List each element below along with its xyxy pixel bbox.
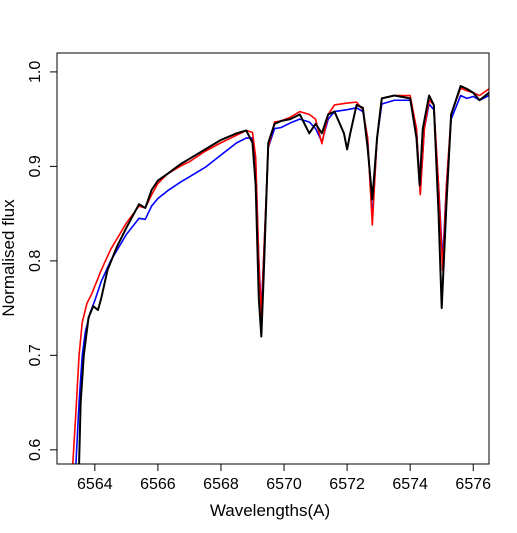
x-tick-label: 6574 — [392, 476, 428, 493]
y-tick-label: 0.7 — [27, 344, 44, 366]
x-axis: 6564 6566 6568 6570 6572 6574 6576 — [77, 464, 491, 493]
x-tick-label: 6566 — [140, 476, 176, 493]
y-tick-label: 0.8 — [27, 250, 44, 272]
y-axis: 0.6 0.7 0.8 0.9 1.0 — [27, 61, 57, 461]
x-tick-label: 6576 — [455, 476, 491, 493]
spectrum-series-3 — [78, 85, 489, 464]
y-tick-label: 0.9 — [27, 155, 44, 177]
y-tick-label: 0.6 — [27, 439, 44, 461]
y-axis-title: Normalised flux — [0, 199, 18, 317]
series-layer — [71, 85, 489, 464]
x-tick-label: 6568 — [203, 476, 239, 493]
plot-frame — [56, 52, 490, 465]
x-tick-label: 6564 — [77, 476, 113, 493]
spectrum-series-1 — [75, 94, 489, 464]
x-tick-label: 6572 — [329, 476, 365, 493]
x-axis-title: Wavelengths(A) — [210, 501, 330, 520]
x-tick-label: 6570 — [266, 476, 302, 493]
y-tick-label: 1.0 — [27, 61, 44, 83]
